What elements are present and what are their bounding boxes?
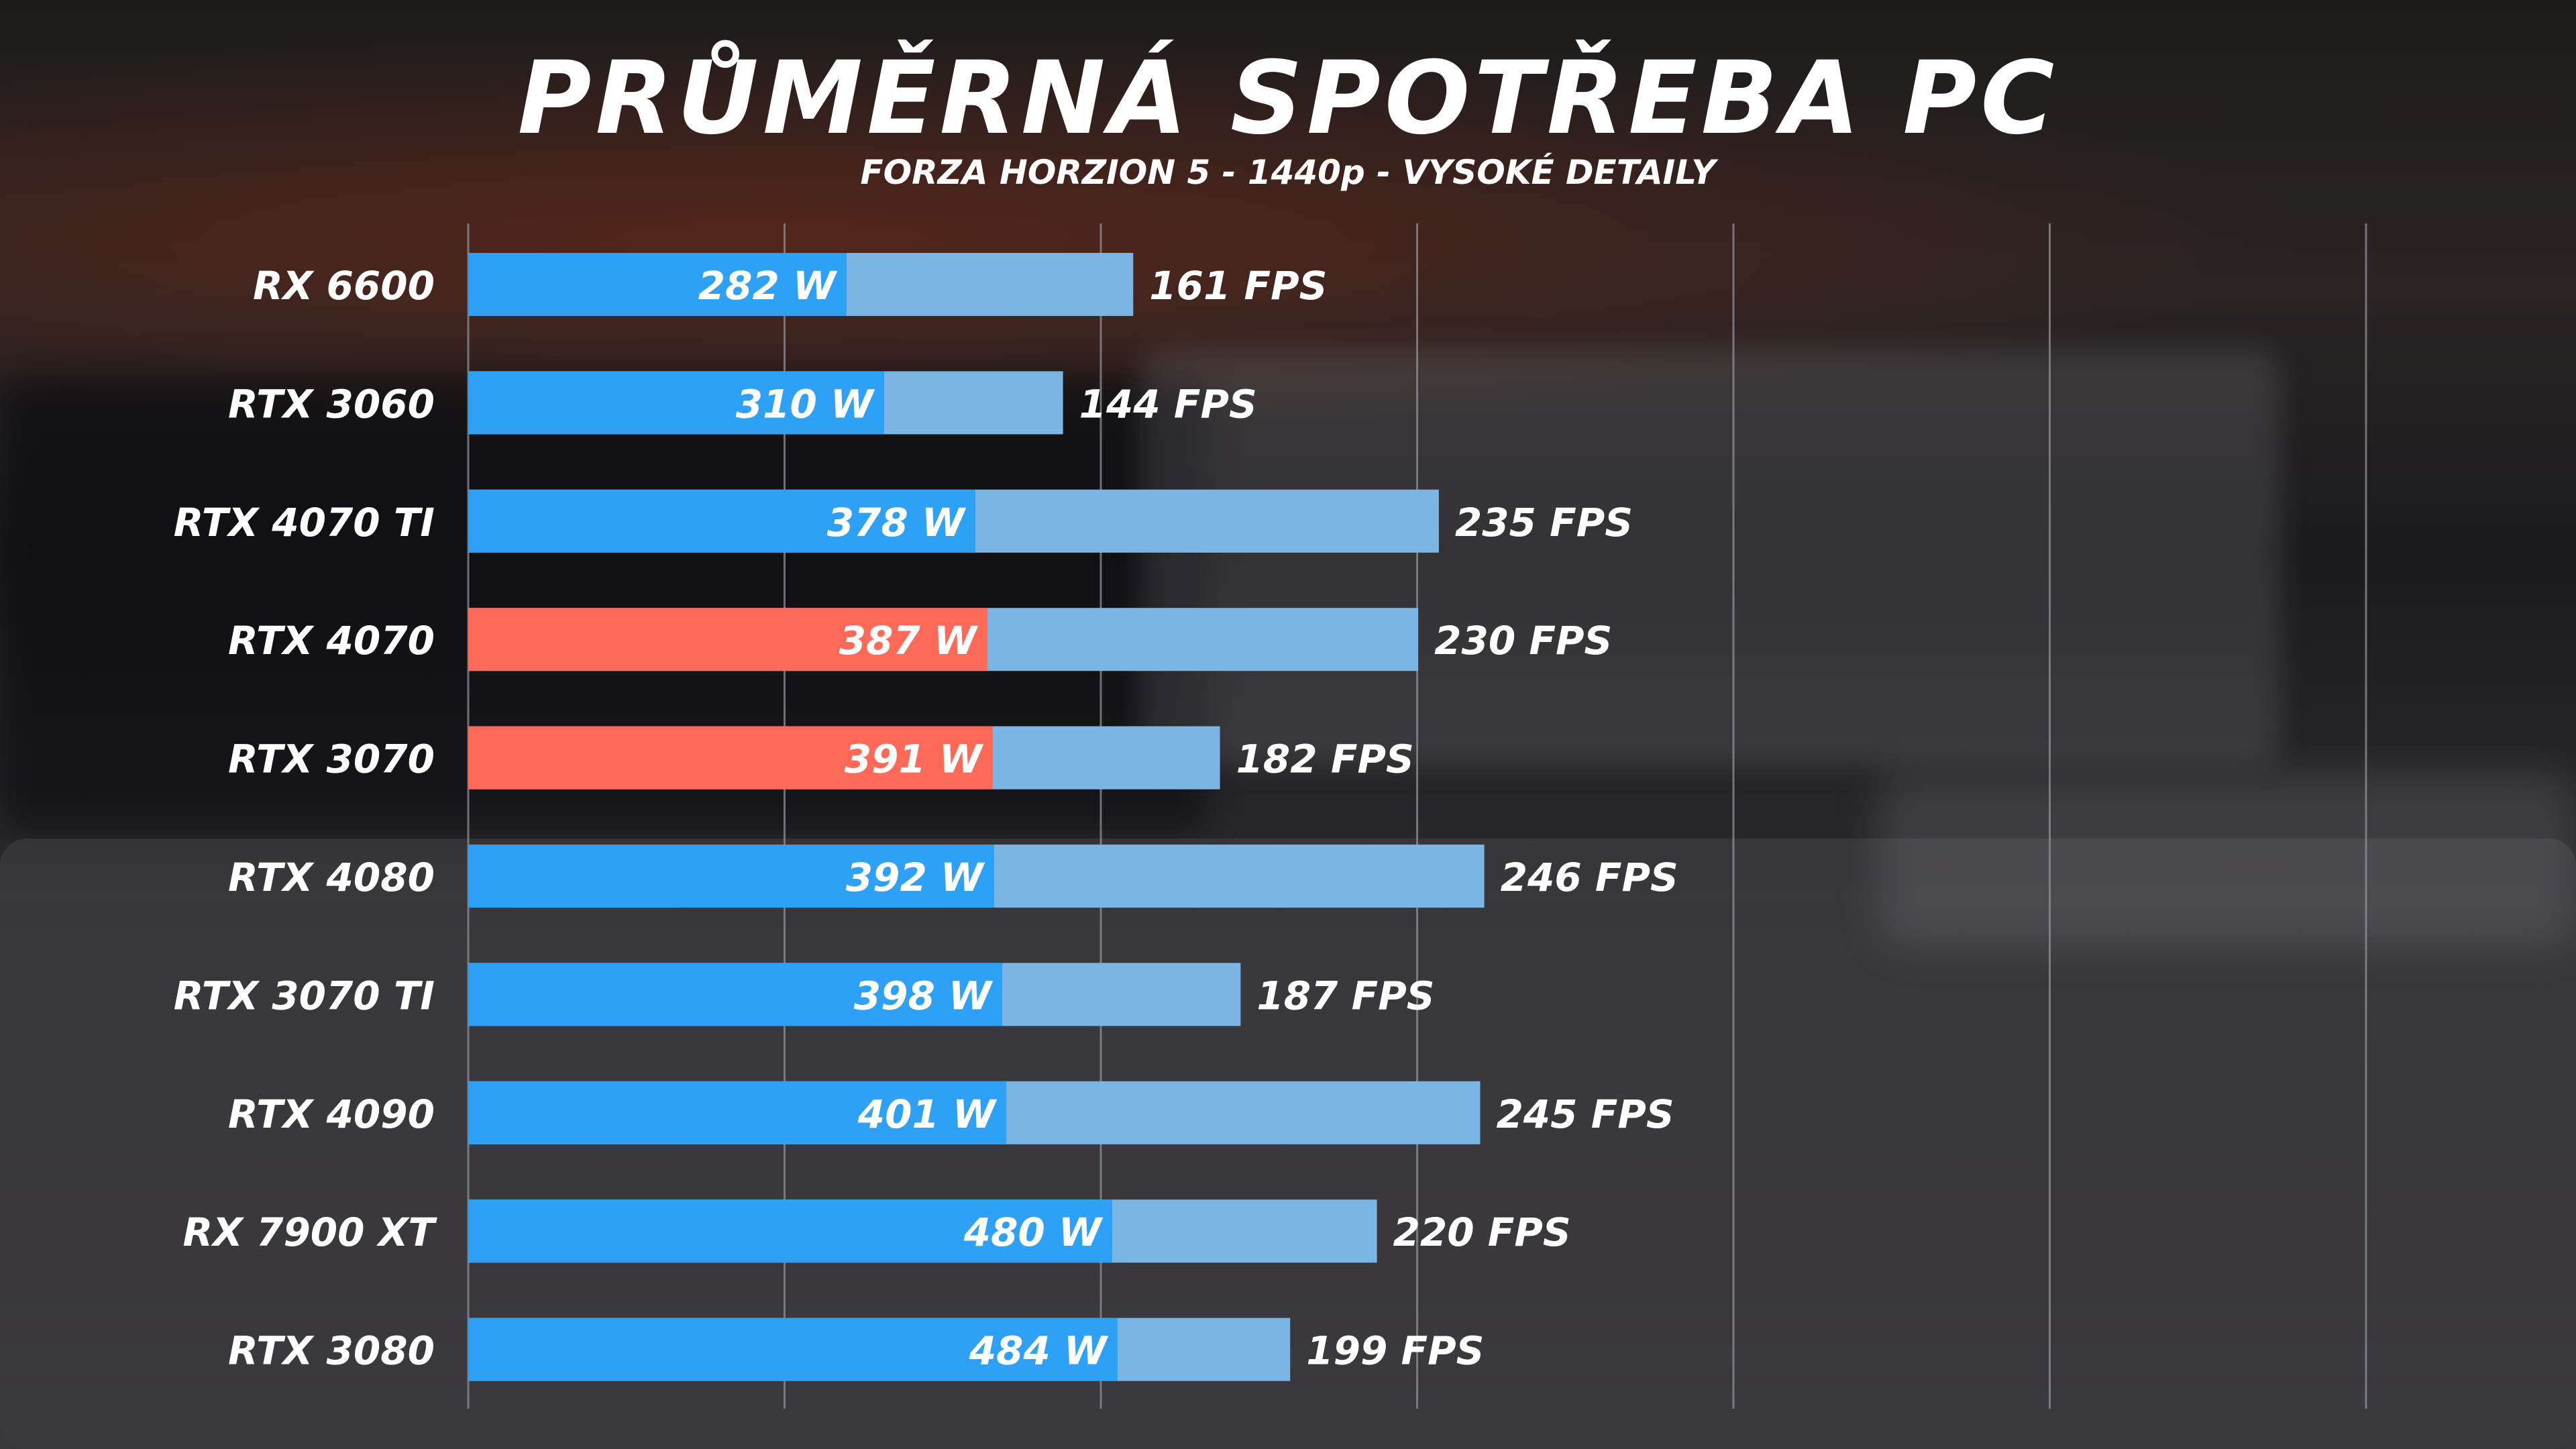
watts-label: 401 W <box>857 1091 998 1137</box>
fps-label: 161 FPS <box>1149 263 1327 309</box>
watts-bar <box>468 371 884 435</box>
fps-label: 230 FPS <box>1434 618 1612 663</box>
category-label: RTX 3070 <box>228 737 435 782</box>
fps-label: 246 FPS <box>1501 855 1678 900</box>
fps-label: 199 FPS <box>1306 1328 1484 1374</box>
watts-bar <box>468 608 987 672</box>
watts-label: 398 W <box>854 973 994 1018</box>
category-label: RTX 3060 <box>228 381 435 427</box>
watts-label: 387 W <box>839 618 979 663</box>
fps-label: 220 FPS <box>1393 1210 1571 1255</box>
fps-label: 235 FPS <box>1455 500 1633 545</box>
background-case <box>1140 349 2281 765</box>
category-label: RTX 4070 TI <box>174 500 435 545</box>
watts-bar <box>468 253 847 316</box>
watts-label: 392 W <box>846 855 985 900</box>
watts-bar <box>468 963 1002 1026</box>
watts-bar <box>468 1199 1112 1263</box>
fps-label: 245 FPS <box>1496 1091 1674 1137</box>
background-highlight <box>1878 771 2576 946</box>
fps-label: 144 FPS <box>1079 381 1257 427</box>
category-label: RTX 3080 <box>228 1328 435 1374</box>
watts-label: 484 W <box>969 1328 1109 1374</box>
category-label: RX 6600 <box>253 263 435 309</box>
background-glow <box>0 0 2576 429</box>
chart-subtitle: FORZA HORZION 5 - 1440p - VYSOKÉ DETAILY <box>860 153 1716 192</box>
watts-bar <box>468 845 994 908</box>
category-label: RX 7900 XT <box>183 1210 438 1255</box>
watts-label: 391 W <box>845 737 984 782</box>
category-label: RTX 4080 <box>228 855 435 900</box>
watts-bar <box>468 726 993 790</box>
watts-label: 310 W <box>736 381 875 427</box>
category-label: RTX 4070 <box>228 618 435 663</box>
watts-bar <box>468 1081 1006 1144</box>
chart-title: PRŮMĚRNÁ SPOTŘEBA PC <box>517 40 2059 157</box>
watts-label: 282 W <box>698 263 838 309</box>
category-label: RTX 3070 TI <box>174 973 435 1018</box>
watts-label: 480 W <box>963 1210 1104 1255</box>
fps-label: 187 FPS <box>1256 973 1434 1018</box>
category-label: RTX 4090 <box>228 1091 435 1137</box>
watts-label: 378 W <box>827 500 967 545</box>
watts-bar <box>468 1318 1118 1381</box>
watts-bar <box>468 489 975 553</box>
fps-label: 182 FPS <box>1236 737 1414 782</box>
